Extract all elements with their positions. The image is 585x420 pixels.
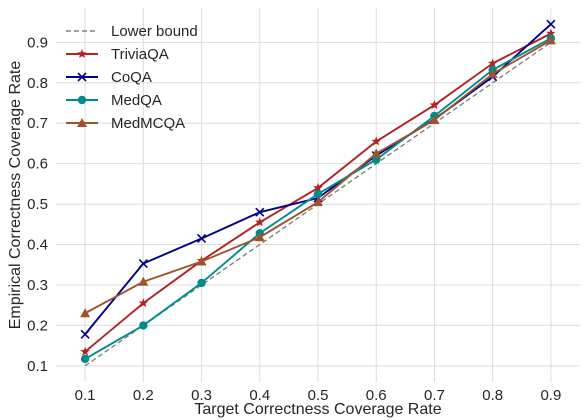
- point-medmcqa: [545, 35, 556, 45]
- legend-marker: [77, 72, 87, 82]
- x-tick-label: 0.9: [540, 387, 561, 404]
- point-medmcqa: [138, 276, 149, 286]
- x-tick-label: 0.8: [482, 387, 503, 404]
- legend-item-medqa: MedQA: [66, 92, 162, 109]
- y-tick-label: 0.5: [27, 196, 48, 213]
- legend-label: CoQA: [111, 69, 152, 86]
- y-tick-label: 0.1: [27, 358, 48, 375]
- point-triviaqa: [255, 217, 265, 227]
- point-medqa: [313, 189, 323, 199]
- x-tick-label: 0.6: [366, 387, 387, 404]
- point-medqa: [197, 278, 206, 288]
- series-medmcqa: [80, 35, 556, 318]
- point-triviaqa: [313, 182, 323, 192]
- legend-label: Lower bound: [111, 23, 198, 40]
- point-triviaqa: [371, 136, 381, 146]
- legend-item-triviaqa: TriviaQA: [66, 46, 169, 63]
- legend-item-coqa: CoQA: [66, 69, 152, 86]
- x-tick-label: 0.4: [249, 387, 270, 404]
- x-axis-label: Target Correctness Coverage Rate: [194, 401, 441, 418]
- legend-marker: [77, 118, 87, 127]
- legend-item-medmcqa: MedMCQA: [66, 115, 185, 132]
- x-tick-label: 0.3: [191, 387, 212, 404]
- legend-marker: [77, 95, 87, 105]
- point-coqa: [255, 207, 265, 217]
- point-medmcqa: [429, 114, 440, 124]
- point-medmcqa: [196, 256, 207, 266]
- point-medmcqa: [80, 308, 91, 318]
- point-triviaqa: [487, 58, 498, 68]
- x-tick-label: 0.2: [133, 387, 154, 404]
- point-medmcqa: [313, 197, 323, 207]
- point-medqa: [139, 321, 148, 330]
- legend-label: TriviaQA: [111, 46, 169, 63]
- point-medmcqa: [487, 68, 498, 78]
- series-layer: [80, 19, 556, 367]
- legend-marker: [77, 49, 87, 59]
- y-tick-label: 0.3: [27, 277, 48, 294]
- y-tick-label: 0.9: [27, 34, 48, 51]
- y-tick-label: 0.8: [27, 75, 48, 92]
- point-triviaqa: [138, 298, 149, 308]
- point-medmcqa: [371, 148, 382, 158]
- point-triviaqa: [429, 100, 440, 110]
- ticks: 0.1 0.2 0.3 0.4 0.5 0.6 0.7 0.8 0.9 0.1 0.2 0.3 0.4 0…: [27, 34, 561, 404]
- legend-label: MedQA: [111, 92, 162, 109]
- y-tick-label: 0.2: [27, 317, 48, 334]
- point-medqa: [80, 354, 90, 364]
- y-tick-label: 0.7: [27, 115, 48, 132]
- x-tick-label: 0.5: [308, 387, 329, 404]
- point-medmcqa: [254, 232, 265, 242]
- series-triviaqa: [80, 28, 556, 356]
- y-tick-label: 0.4: [27, 237, 48, 254]
- point-coqa: [80, 329, 90, 339]
- point-coqa: [546, 19, 556, 29]
- legend-item-lower-bound: Lower bound: [66, 23, 198, 40]
- point-coqa: [196, 233, 207, 244]
- x-tick-label: 0.1: [75, 387, 96, 404]
- point-triviaqa: [546, 28, 556, 38]
- y-tick-label: 0.6: [27, 156, 48, 173]
- point-coqa: [138, 258, 148, 269]
- legend: Lower bound TriviaQA CoQA MedQA MedMCQA: [66, 23, 198, 132]
- legend-label: MedMCQA: [111, 115, 185, 132]
- point-triviaqa: [80, 346, 90, 356]
- x-tick-label: 0.7: [424, 387, 445, 404]
- y-axis-label: Empirical Correctness Coverage Rate: [7, 61, 24, 330]
